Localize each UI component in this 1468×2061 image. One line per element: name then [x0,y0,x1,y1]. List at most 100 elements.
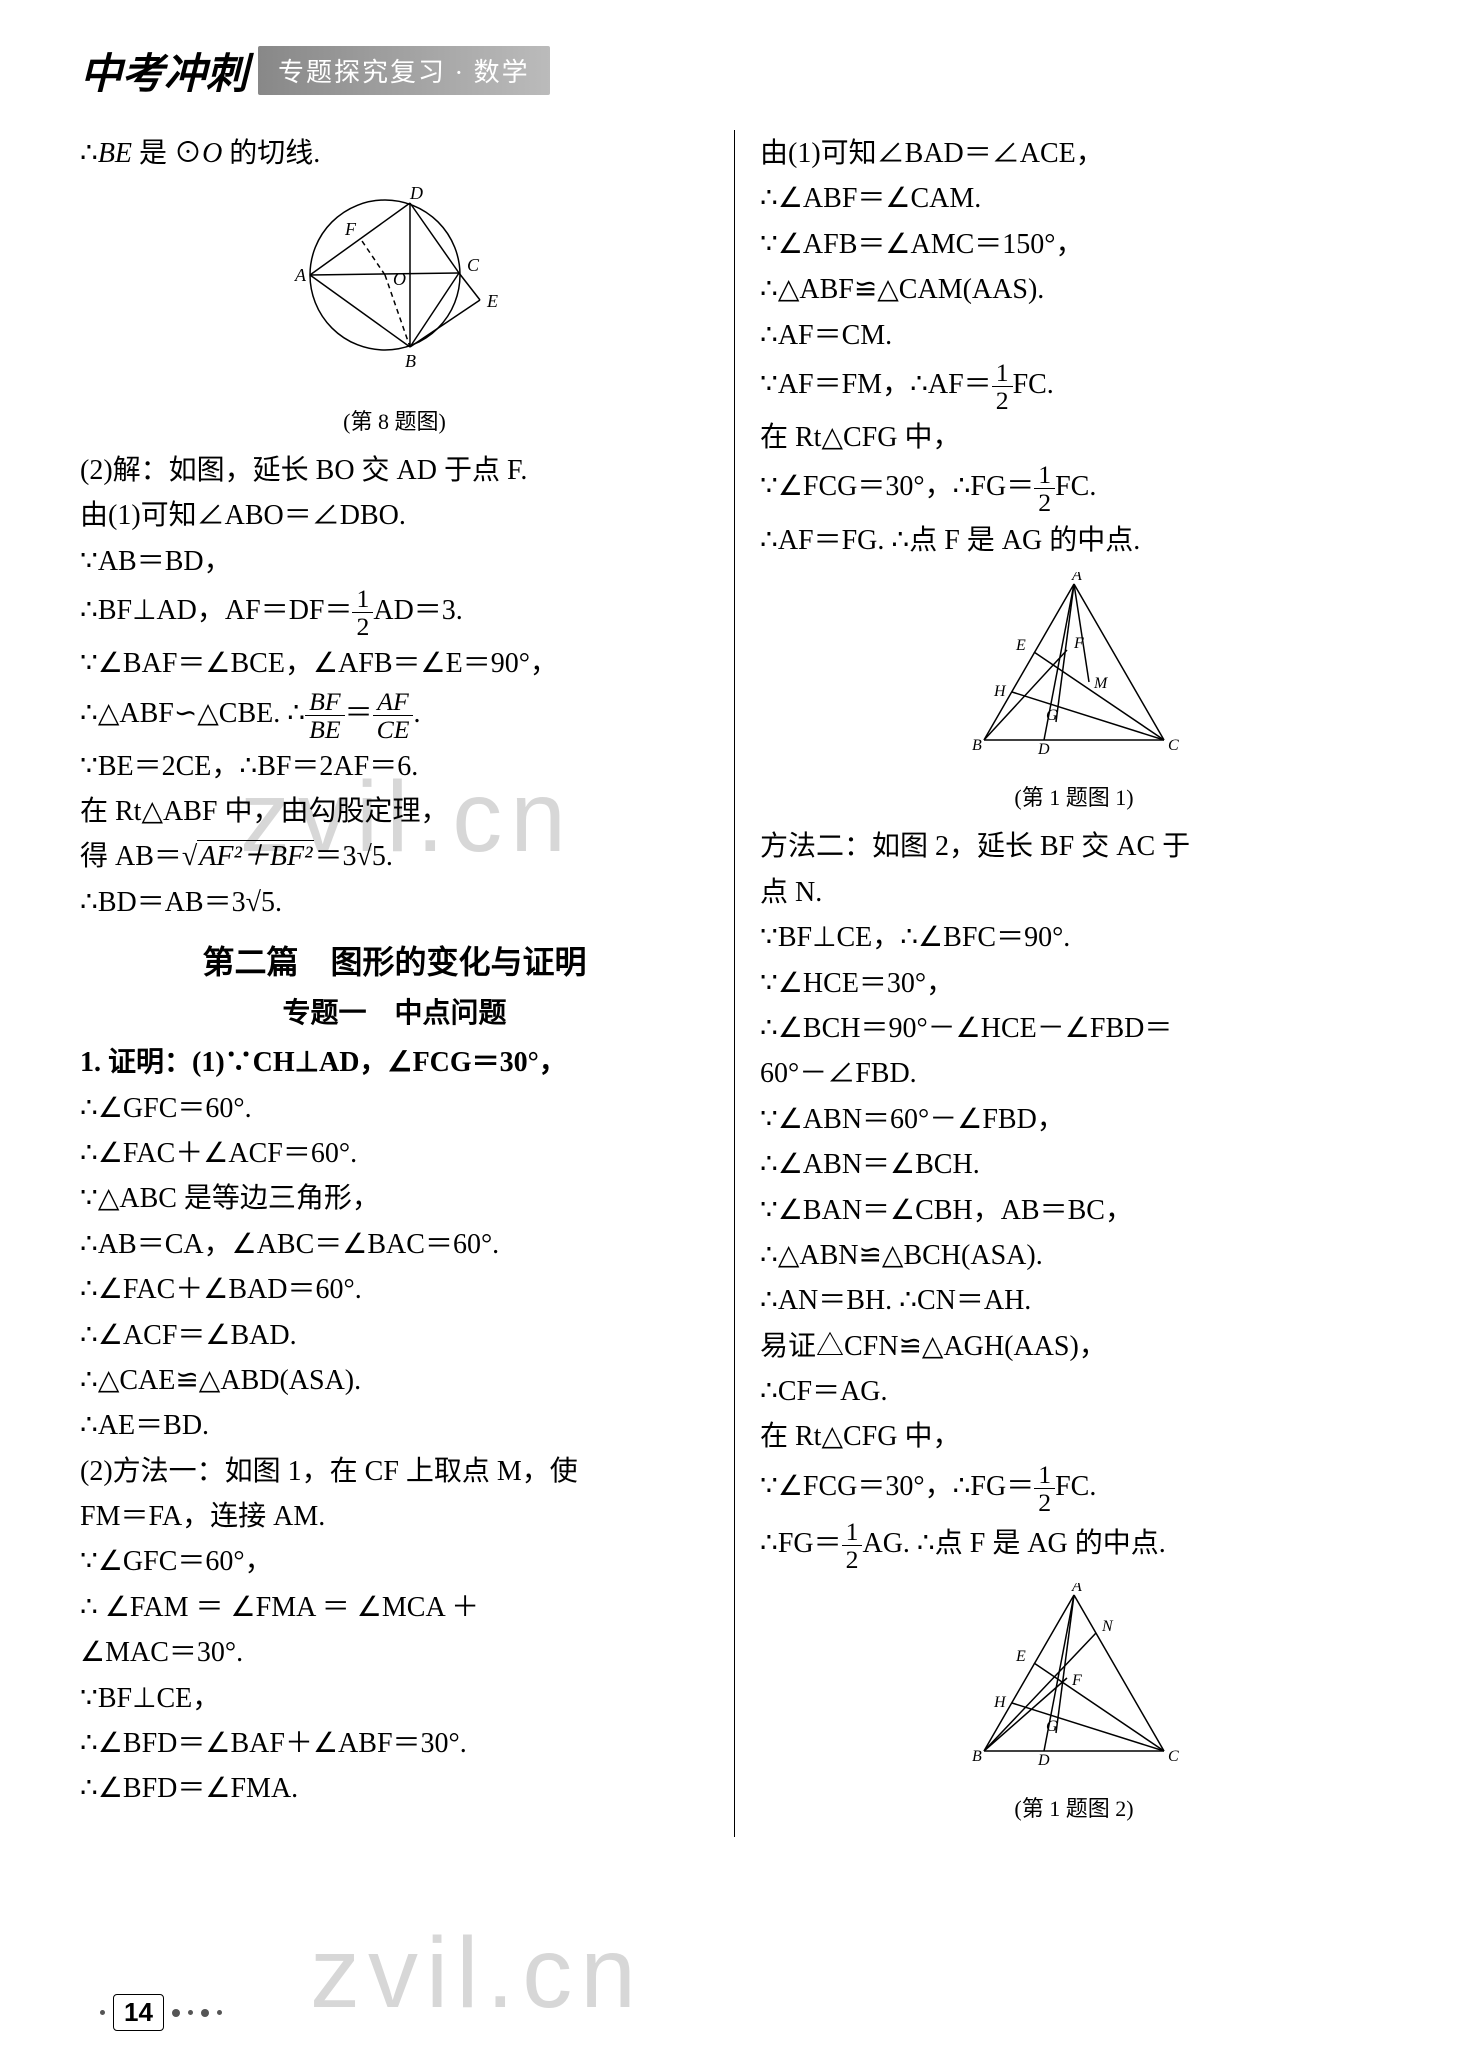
t: AG. ∴点 F 是 AG 的中点. [862,1528,1165,1559]
text-line: ∴∠ACF＝∠BAD. [80,1314,709,1357]
text-line: ∴∠FAC＋∠BAD＝60°. [80,1268,709,1311]
svg-text:E: E [486,291,498,311]
watermark: zvil.cn [310,1916,644,2031]
text-line: ∵AB＝BD， [80,540,709,583]
t: ＝3√5. [314,841,392,872]
text-line: 由(1)可知∠BAD＝∠ACE， [760,132,1388,175]
text-line: ∴∠BFD＝∠FMA. [80,1767,709,1810]
text-line: 方法二：如图 2，延长 BF 交 AC 于 [760,825,1388,868]
svg-text:A: A [294,265,307,285]
t: BF [305,688,344,716]
t: 2 [842,1546,863,1573]
text-line: ∵∠BAN＝∠CBH，AB＝BC， [760,1189,1388,1232]
svg-text:D: D [409,185,423,203]
text-line: ∵∠FCG＝30°，∴FG＝12FC. [760,461,1388,516]
text-line: ∵AF＝FM，∴AF＝12FC. [760,359,1388,414]
text-line: ∵BF⊥CE，∴∠BFC＝90°. [760,916,1388,959]
text-line: ∠MAC＝30°. [80,1631,709,1674]
t: ∴FG＝ [760,1528,842,1559]
fig1b-svg: ABCDEFGHN [954,1583,1194,1773]
svg-text:D: D [1037,741,1050,758]
svg-text:G: G [1046,707,1058,724]
fig8-caption: (第 8 题图) [80,405,709,439]
svg-text:A: A [1071,1583,1082,1595]
header-subtitle: 专题探究复习 · 数学 [258,46,550,95]
text-line: ∴△ABN≌△BCH(ASA). [760,1234,1388,1277]
dot-icon [188,2010,193,2015]
t: FC. [1013,369,1054,400]
t: 1 [352,585,373,613]
text-line: ∴∠ABF＝∠CAM. [760,177,1388,220]
text-line: ∴∠FAC＋∠ACF＝60°. [80,1132,709,1175]
figure-1-2: ABCDEFGHN (第 1 题图 2) [760,1583,1388,1826]
t: ∴ [80,138,98,169]
t: BE [305,716,344,743]
section-title: 第二篇 图形的变化与证明 [80,938,709,988]
text-line: ∵△ABC 是等边三角形， [80,1177,709,1220]
t: 2 [352,613,373,640]
dot-icon [172,2009,180,2017]
figure-1-1: ABCDEFGHM (第 1 题图 1) [760,572,1388,815]
t: 2 [1034,1489,1055,1516]
t: FC. [1055,1471,1096,1502]
svg-text:F: F [344,219,357,239]
text-line: ∴BE 是 ⊙O 的切线. [80,132,709,175]
text-line: ∴FG＝12AG. ∴点 F 是 AG 的中点. [760,1518,1388,1573]
dot-icon [100,2010,105,2015]
text-line: ∴ ∠FAM ＝ ∠FMA ＝ ∠MCA ＋ [80,1586,709,1629]
t: 2 [992,387,1013,414]
text-line: ∴AE＝BD. [80,1404,709,1447]
text-line: 得 AB＝√AF²＋BF²＝3√5. [80,835,709,878]
svg-text:B: B [972,1748,982,1765]
text-line: ∴△CAE≌△ABD(ASA). [80,1359,709,1402]
text-line: ∴△ABF∽△CBE. ∴BFBE＝AFCE. [80,688,709,743]
text-line: ∵∠HCE＝30°， [760,962,1388,1005]
svg-text:C: C [1168,737,1179,754]
text-line: (2)方法一：如图 1，在 CF 上取点 M，使 [80,1450,709,1493]
text-line: ∵∠GFC＝60°， [80,1540,709,1583]
text-line: ∴∠BFD＝∠BAF＋∠ABF＝30°. [80,1722,709,1765]
t: 的切线. [222,138,320,169]
svg-text:M: M [1093,675,1109,692]
sub-title: 专题一 中点问题 [80,992,709,1035]
right-column: 由(1)可知∠BAD＝∠ACE， ∴∠ABF＝∠CAM. ∵∠AFB＝∠AMC＝… [734,130,1388,1837]
fig1b-caption: (第 1 题图 2) [760,1792,1388,1826]
text-line: 在 Rt△CFG 中， [760,416,1388,459]
text-line: 1. 证明：(1)∵CH⊥AD，∠FCG＝30°， [80,1041,709,1084]
text-line: ∴BD＝AB＝3√5. [80,881,709,924]
t: 得 AB＝√ [80,841,197,872]
svg-text:B: B [972,737,982,754]
text-line: ∴AB＝CA，∠ABC＝∠BAC＝60°. [80,1223,709,1266]
t: 1 [842,1518,863,1546]
text-line: 易证△CFN≌△AGH(AAS)， [760,1325,1388,1368]
text-line: FM＝FA，连接 AM. [80,1495,709,1538]
svg-text:F: F [1073,635,1084,652]
text-line: ∵BE＝2CE，∴BF＝2AF＝6. [80,745,709,788]
header-title: 中考冲刺 [80,40,248,101]
fig8-svg: ABCDEFO [275,185,515,385]
text-line: ∵∠FCG＝30°，∴FG＝12FC. [760,1461,1388,1516]
text-line: ∴∠BCH＝90°－∠HCE－∠FBD＝ [760,1007,1388,1050]
t: ＝ [345,698,373,729]
t: O [202,138,222,169]
svg-text:F: F [1071,1672,1082,1689]
text-line: ∵∠BAF＝∠BCE，∠AFB＝∠E＝90°， [80,642,709,685]
svg-text:H: H [993,683,1007,700]
svg-text:E: E [1015,1648,1026,1665]
t: AD＝3. [373,595,462,626]
text-line: 点 N. [760,871,1388,914]
text-line: ∵∠ABN＝60°－∠FBD， [760,1098,1388,1141]
left-column: ∴BE 是 ⊙O 的切线. ABCDEFO (第 8 题图) (2)解：如图，延… [80,130,734,1837]
page-number-area: 14 [100,1994,222,2031]
text-line: 由(1)可知∠ABO＝∠DBO. [80,494,709,537]
fig1a-caption: (第 1 题图 1) [760,781,1388,815]
t: BE [98,138,132,169]
t: ∴△ABF∽△CBE. ∴ [80,698,305,729]
svg-text:B: B [405,351,416,371]
svg-text:E: E [1015,637,1026,654]
svg-text:C: C [1168,1748,1179,1765]
text-line: ∴AN＝BH. ∴CN＝AH. [760,1279,1388,1322]
text-line: 在 Rt△ABF 中，由勾股定理， [80,790,709,833]
dot-icon [201,2009,209,2017]
svg-text:D: D [1037,1752,1050,1769]
